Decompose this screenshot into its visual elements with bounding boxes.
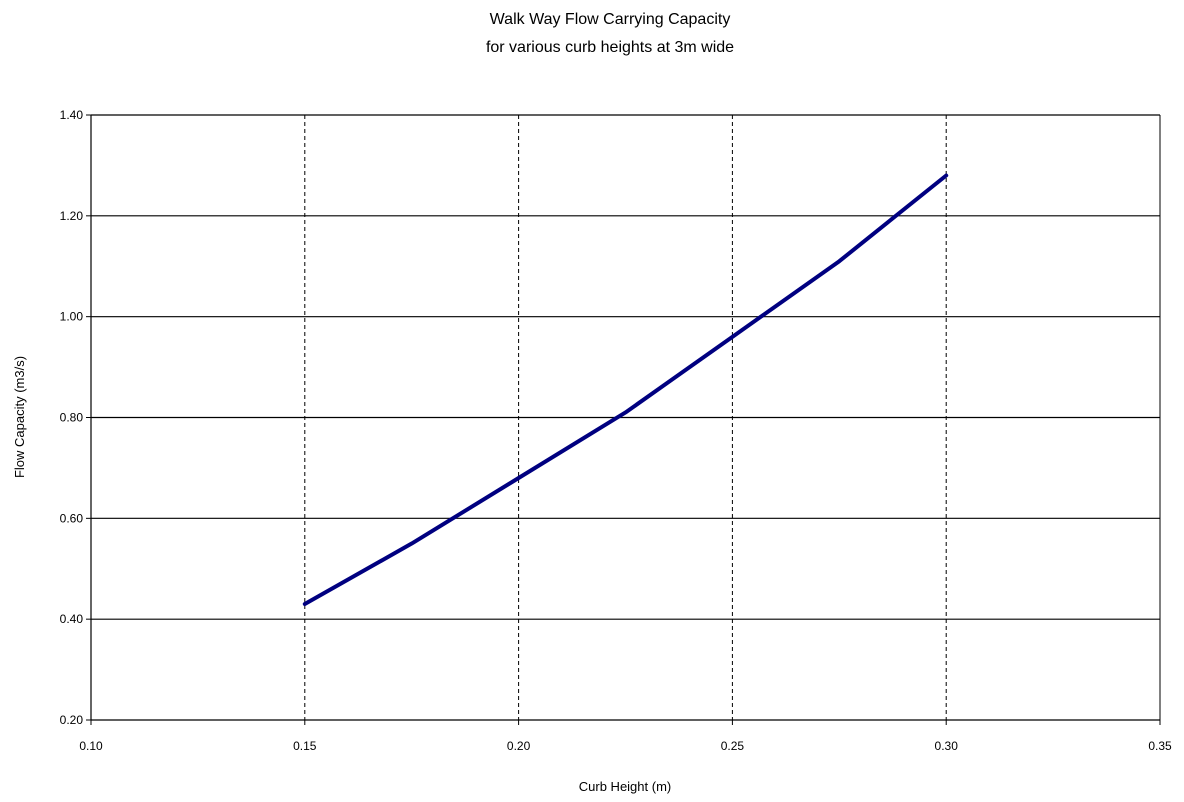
y-tick-label: 1.20 [60, 209, 84, 223]
x-axis-label: Curb Height (m) [579, 779, 671, 794]
x-tick-label: 0.25 [721, 739, 745, 753]
y-axis-label: Flow Capacity (m3/s) [12, 356, 27, 478]
x-tick-label: 0.35 [1148, 739, 1172, 753]
x-tick-label: 0.30 [935, 739, 959, 753]
y-tick-label: 0.60 [60, 511, 84, 525]
x-tick-label: 0.10 [79, 739, 103, 753]
y-tick-label: 0.20 [60, 713, 84, 727]
series-line [302, 173, 949, 607]
y-tick-label: 0.40 [60, 612, 84, 626]
chart-subtitle: for various curb heights at 3m wide [486, 39, 734, 56]
y-tick-label: 1.40 [60, 108, 84, 122]
y-tick-label: 0.80 [60, 411, 84, 425]
x-tick-label: 0.20 [507, 739, 531, 753]
chart-title: Walk Way Flow Carrying Capacity [490, 11, 731, 28]
x-tick-label: 0.15 [293, 739, 317, 753]
y-tick-label: 1.00 [60, 310, 84, 324]
